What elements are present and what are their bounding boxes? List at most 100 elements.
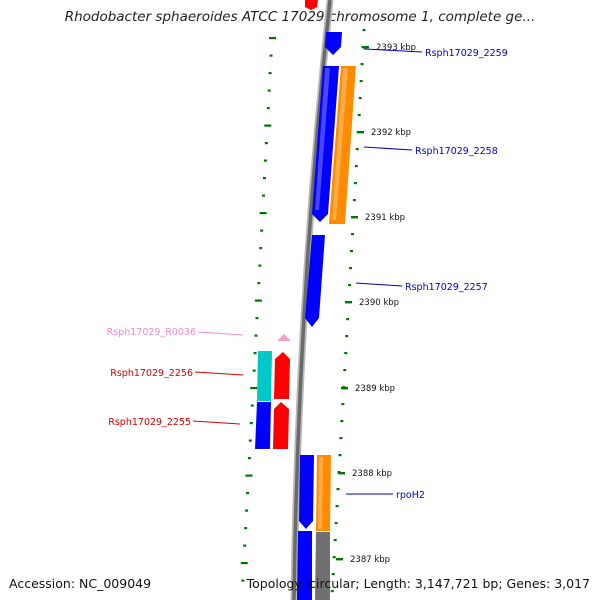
gene-rsph17029-2257[interactable] [305,235,325,327]
map-title: Rhodobacter sphaeroides ATCC 17029 chrom… [64,9,536,25]
scale-tick [345,301,352,304]
tick-mark [335,505,339,508]
tick-mark [339,437,343,440]
tick-mark [262,177,266,180]
tick-mark [260,229,264,232]
tick-mark [258,264,262,267]
tick-mark [243,544,247,547]
label-leader-line [194,371,244,376]
gene-rsph17029-2259[interactable] [325,32,342,55]
gene-label[interactable]: Rsph17029_2255 [108,417,191,428]
scale-label: 2387 kbp [350,555,390,565]
scale-tick [362,46,369,49]
gene-rsph17029-2258[interactable] [312,66,339,222]
gene-rsph17029-2256-cyan[interactable] [257,351,272,401]
tick-mark [250,404,254,407]
topology-text: Topology: circular; Length: 3,147,721 bp… [246,576,590,591]
tick-mark [255,317,259,320]
tick-mark [357,114,361,117]
scale-label: 2391 kbp [365,213,405,223]
tick-mark [247,457,251,460]
gene-red-fragment[interactable] [305,0,318,10]
tick-mark [248,439,252,442]
tick-mark [332,556,336,559]
tick-mark [340,420,344,423]
gene-label[interactable]: Rsph17029_2256 [110,368,193,379]
tick-mark [266,107,270,110]
tick-mark [344,352,348,355]
tick-mark [353,182,357,185]
gene-bottom-blue[interactable] [297,531,312,600]
gene-label[interactable]: Rsph17029_2258 [415,146,498,157]
tick-mark [244,527,248,530]
scale-label: 2393 kbp [376,43,416,53]
tick-mark [262,194,266,197]
tick-mark [254,334,258,337]
tick-mark [246,492,250,495]
tick-mark [253,352,257,355]
tick-mark [269,37,276,40]
gene-rsph17029-2256[interactable] [274,352,290,399]
gene-highlight [332,68,348,220]
gene-highlight [318,457,323,529]
tick-mark [343,369,347,372]
tick-mark [263,159,267,162]
tick-mark [245,474,253,477]
tick-mark [359,80,363,83]
tick-mark [349,267,353,270]
tick-mark [352,199,356,202]
tick-mark [354,165,358,168]
tick-mark [345,335,349,338]
label-leader-line [355,282,403,287]
gene-rpoh2[interactable] [316,455,331,531]
tick-mark [330,590,334,593]
gene-label[interactable]: Rsph17029_2257 [405,282,488,293]
tick-mark [264,124,272,127]
tick-mark [333,539,337,542]
scale-tick [336,558,343,561]
tick-mark [336,488,340,491]
gene-highlight [315,68,330,210]
gene-label[interactable]: rpoH2 [396,490,425,501]
gene-rsph17029-2255[interactable] [273,402,289,449]
gene-rsph17029-r0036[interactable] [277,334,291,341]
chromosome-backbone-core [292,0,332,600]
gene-label[interactable]: Rsph17029_2259 [425,48,508,59]
label-leader-line [363,48,423,53]
scale-label: 2389 kbp [355,384,395,394]
tick-mark [268,72,272,75]
scale-label: 2388 kbp [352,469,392,479]
label-leader-line [197,331,244,336]
tick-mark [360,63,364,66]
tick-mark [249,422,253,425]
tick-mark [350,233,354,236]
gene-rsph17029-2255-blue[interactable] [255,402,271,449]
label-leader-line [363,146,413,151]
gene-orange-2258[interactable] [329,66,356,224]
tick-mark [269,54,273,57]
tick-mark [348,284,352,287]
tick-mark [254,299,262,302]
tick-mark [350,250,354,253]
scale-label: 2392 kbp [371,128,411,138]
accession-text: Accession: NC_009049 [9,576,152,591]
tick-mark [355,148,359,151]
label-leader-line [192,420,241,425]
tick-mark [252,369,256,372]
tick-mark [334,522,338,525]
tick-mark [346,318,350,321]
gene-bottom-gray[interactable] [315,532,330,600]
gene-label[interactable]: Rsph17029_R0036 [107,327,196,338]
tick-mark [257,282,261,285]
scale-label: 2390 kbp [359,298,399,308]
scale-tick [357,131,364,134]
tick-mark [241,579,245,582]
tick-mark [245,509,249,512]
tick-mark [250,387,258,390]
tick-mark [358,97,362,100]
gene-rpoh2-blue[interactable] [299,455,314,529]
tick-mark [264,142,268,145]
tick-mark [338,454,342,457]
scale-tick [341,387,348,390]
